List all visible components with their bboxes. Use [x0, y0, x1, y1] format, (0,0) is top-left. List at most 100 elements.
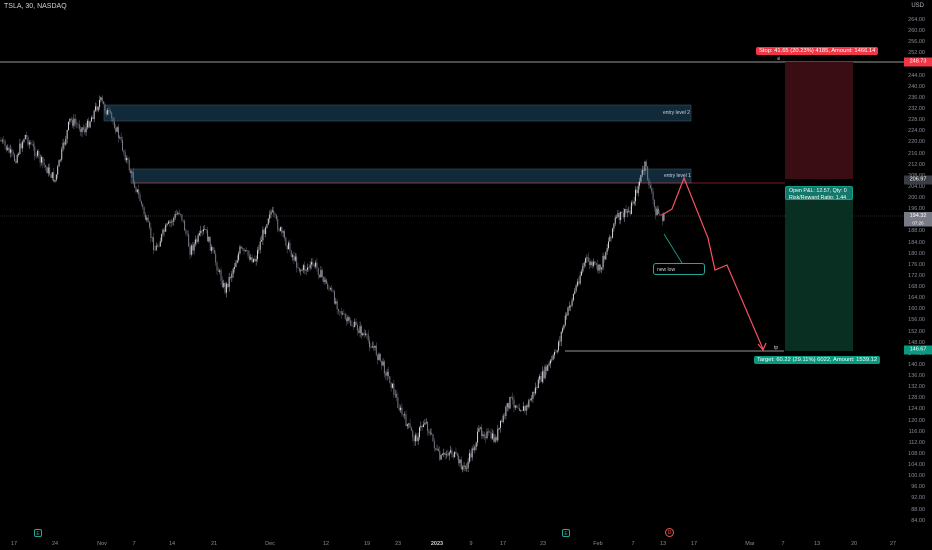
candle-body: [208, 236, 210, 242]
candle-body: [80, 129, 82, 132]
candle-body: [571, 300, 573, 306]
candle-body: [228, 277, 230, 288]
candle-body: [613, 223, 615, 229]
candle-body: [659, 213, 661, 215]
candle-body: [273, 210, 275, 214]
candle-body: [7, 147, 9, 151]
candle-body: [235, 262, 237, 268]
candle-body: [131, 172, 133, 173]
candle-body: [224, 283, 226, 293]
candle-body: [358, 330, 360, 333]
time-tick: 2023: [430, 541, 444, 547]
candle-body: [246, 250, 248, 251]
time-tick: Mar: [745, 541, 755, 547]
candle-body: [378, 353, 380, 360]
candle-body: [340, 311, 342, 315]
candle-body: [157, 245, 159, 247]
candle-body: [244, 250, 246, 252]
candle-body: [192, 245, 194, 251]
candle-body: [24, 135, 26, 140]
candle-body: [302, 265, 304, 271]
stop-zone[interactable]: [785, 62, 853, 179]
candle-body: [247, 250, 249, 256]
price-tick: 104.00: [908, 462, 925, 468]
candle-body: [296, 256, 298, 268]
candle-body: [251, 257, 253, 263]
candle-body: [27, 136, 29, 145]
earnings-marker-1[interactable]: E: [34, 529, 42, 537]
candle-body: [54, 179, 56, 182]
candle-body: [317, 267, 319, 275]
candle-body: [332, 291, 334, 292]
candle-body: [396, 394, 398, 398]
candle-body: [313, 264, 315, 267]
candle-body: [578, 281, 580, 284]
candle-body: [115, 127, 117, 132]
target-badge[interactable]: Target: 60.22 (29.11%) 6022, Amount: 153…: [754, 356, 881, 364]
candle-body: [392, 383, 393, 388]
candle-body: [203, 229, 204, 232]
candle-body: [279, 227, 281, 231]
candle-body: [58, 160, 60, 167]
candle-body: [126, 158, 128, 161]
candle-body: [18, 153, 20, 155]
candle-body: [632, 202, 634, 204]
candle-body: [46, 167, 48, 174]
candle-body: [327, 283, 329, 289]
candle-body: [205, 229, 207, 230]
candle-body: [119, 137, 121, 138]
candle-body: [622, 212, 624, 218]
candle-body: [45, 165, 47, 168]
candle-body: [456, 453, 458, 456]
candle-body: [176, 214, 177, 215]
candle-body: [34, 146, 36, 156]
candle-body: [90, 117, 92, 122]
stop-badge[interactable]: Stop: 41.65 (20.23%) 4185, Amount: 1466.…: [756, 47, 879, 55]
candle-body: [594, 261, 596, 264]
new-low-callout[interactable]: new low: [653, 263, 705, 275]
candle-body: [138, 189, 140, 195]
candle-body: [346, 318, 348, 322]
candle-body: [467, 461, 469, 469]
time-tick: Dec: [265, 541, 275, 547]
symbol-title[interactable]: TSLA, 30, NASDAQ: [4, 3, 67, 10]
entry-level-2-zone[interactable]: [103, 104, 692, 122]
candle-body: [477, 431, 479, 443]
candle-body: [177, 212, 179, 215]
entry-level-1-zone[interactable]: [130, 168, 692, 184]
time-tick: 17: [499, 541, 507, 547]
candle-body: [385, 373, 387, 376]
candle-body: [520, 410, 522, 412]
candle-body: [301, 270, 303, 271]
candle-body: [478, 428, 480, 432]
earnings-marker-2[interactable]: E: [562, 529, 570, 537]
candle-body: [539, 375, 541, 380]
candle-body: [386, 371, 388, 376]
projection-arrow[interactable]: [661, 176, 764, 350]
price-tick: 172.00: [908, 272, 925, 279]
price-tick: 136.00: [908, 373, 925, 379]
candle-body: [293, 255, 295, 261]
candle-body: [593, 261, 595, 266]
target-zone[interactable]: [785, 199, 853, 351]
candle-body: [320, 270, 322, 278]
price-tick: 152.00: [908, 328, 925, 335]
candle-body: [263, 229, 265, 235]
candle-body: [506, 403, 508, 408]
candle-body: [608, 241, 609, 249]
candle-body: [635, 189, 636, 202]
dividend-marker[interactable]: D: [665, 528, 674, 537]
price-tick: 224.00: [908, 128, 925, 135]
candle-body: [486, 431, 488, 439]
candle-body: [423, 424, 425, 427]
candle-body: [139, 194, 141, 202]
candle-body: [196, 239, 198, 242]
candle-body: [545, 366, 547, 371]
candle-body: [35, 155, 37, 157]
candle-body: [362, 333, 364, 336]
candle-body: [451, 450, 453, 455]
candle-body: [595, 263, 597, 265]
pnl-badge[interactable]: Open P&L: 12.57, Qty: 0 Risk/Reward Rati…: [785, 186, 853, 201]
candle-body: [612, 228, 614, 238]
